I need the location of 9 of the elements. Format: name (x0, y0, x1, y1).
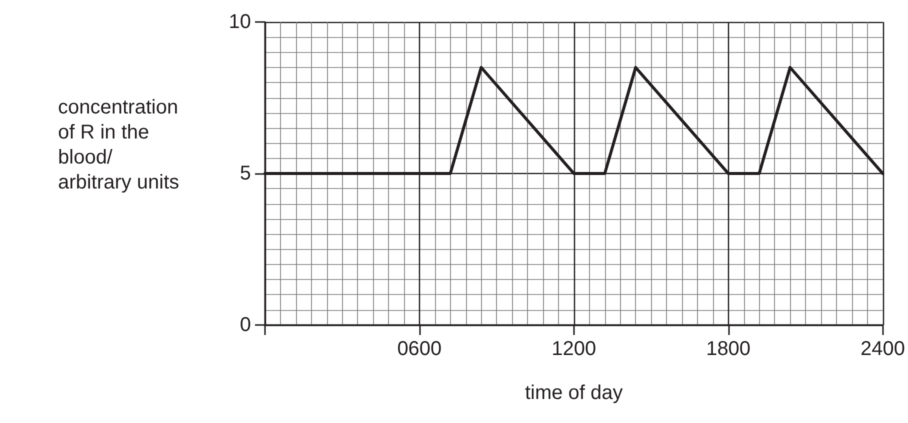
x-tick-label: 0600 (397, 338, 442, 360)
y-tick-label: 0 (240, 314, 251, 336)
x-tick-label: 2400 (860, 338, 906, 360)
y-axis-title: concentration of R in the blood/ arbitrary units (58, 96, 184, 194)
x-axis-title: time of day (524, 382, 623, 404)
y-tick-label: 5 (240, 162, 251, 184)
y-tick-label: 10 (228, 11, 251, 33)
x-tick-label: 1800 (706, 338, 751, 360)
x-tick-label: 1200 (552, 338, 596, 360)
